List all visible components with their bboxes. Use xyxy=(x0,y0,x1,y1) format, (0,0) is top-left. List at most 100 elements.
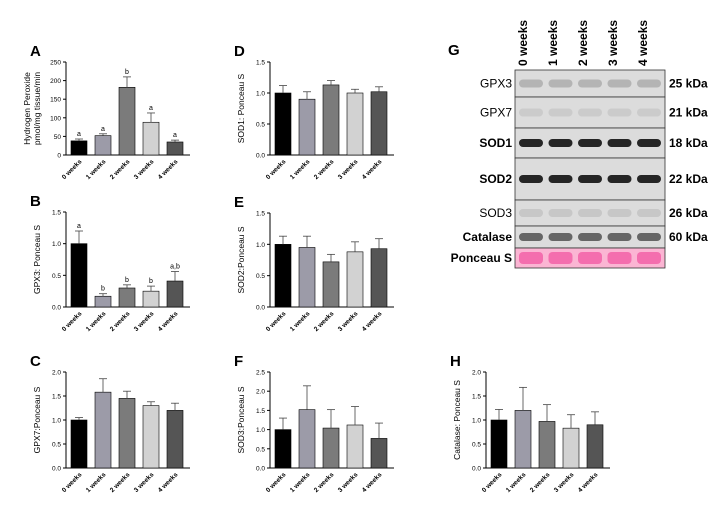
annotation: a xyxy=(173,132,177,139)
blot-band xyxy=(519,233,543,241)
y-tick-label: 2.0 xyxy=(472,370,481,377)
y-tick-label: 0.5 xyxy=(256,122,265,129)
x-tick-label: 2 weeks xyxy=(529,471,552,494)
bar xyxy=(166,410,184,469)
y-tick-label: 2.5 xyxy=(256,370,265,377)
x-tick-label: 3 weeks xyxy=(133,310,156,333)
panel-label: G xyxy=(448,42,460,59)
y-tick-label: 0.5 xyxy=(472,442,481,449)
blot-band xyxy=(607,139,632,147)
x-tick-label: 1 weeks xyxy=(85,158,108,181)
x-tick-label: 4 weeks xyxy=(157,310,180,333)
y-tick-label: 250 xyxy=(50,60,61,67)
blot-band xyxy=(637,108,661,117)
y-tick-label: 1.5 xyxy=(472,394,481,401)
x-tick-label: 3 weeks xyxy=(337,158,360,181)
bar xyxy=(346,424,364,469)
lane-label: 0 weeks xyxy=(516,20,530,66)
error-bar xyxy=(279,417,287,430)
y-tick-label: 1.0 xyxy=(256,427,265,434)
blot-band xyxy=(548,233,573,241)
panel-label: E xyxy=(234,194,244,211)
bar xyxy=(166,280,184,308)
annotation: a,b xyxy=(170,264,180,271)
blot-band xyxy=(548,79,573,88)
size-label: 25 kDa xyxy=(669,77,708,91)
y-tick-label: 1.0 xyxy=(256,242,265,249)
bar xyxy=(538,421,556,469)
y-tick-label: 0.0 xyxy=(256,153,265,160)
error-bar xyxy=(375,86,383,92)
x-tick-label: 0 weeks xyxy=(61,471,84,494)
x-tick-label: 2 weeks xyxy=(109,310,132,333)
lane-label: 4 weeks xyxy=(636,20,650,66)
bar xyxy=(586,424,604,469)
annotation: b xyxy=(149,278,153,285)
size-label: 22 kDa xyxy=(669,172,708,186)
y-tick-label: 1.0 xyxy=(256,91,265,98)
bar xyxy=(166,141,184,156)
y-tick-label: 0.0 xyxy=(256,466,265,473)
size-label: 26 kDa xyxy=(669,206,708,220)
blot-band xyxy=(637,209,661,217)
error-bar xyxy=(123,76,131,88)
error-bar xyxy=(495,409,503,420)
error-bar xyxy=(351,88,359,93)
bar xyxy=(370,91,388,156)
error-bar xyxy=(327,253,335,262)
error-bar xyxy=(327,80,335,85)
x-tick-label: 2 weeks xyxy=(313,158,336,181)
bar xyxy=(70,419,88,469)
lane-label: 3 weeks xyxy=(606,20,620,66)
y-tick-label: 1.0 xyxy=(52,241,61,248)
error-bar xyxy=(75,417,83,420)
x-tick-label: 4 weeks xyxy=(361,310,384,333)
error-bar xyxy=(171,139,179,142)
blot-band xyxy=(578,252,602,264)
x-tick-label: 4 weeks xyxy=(157,471,180,494)
bar xyxy=(490,419,508,469)
x-tick-label: 0 weeks xyxy=(481,471,504,494)
bar xyxy=(322,84,340,156)
panel-label: H xyxy=(450,353,461,370)
x-tick-label: 3 weeks xyxy=(553,471,576,494)
blot-band xyxy=(519,209,543,217)
error-bar xyxy=(303,385,311,410)
bar xyxy=(322,261,340,308)
y-axis-label: SOD1: Ponceau S xyxy=(236,73,246,143)
error-bar xyxy=(543,404,551,422)
blot-band xyxy=(637,233,661,241)
annotation: a xyxy=(77,131,81,138)
blot-band xyxy=(548,108,573,117)
y-tick-label: 0.5 xyxy=(256,273,265,280)
blot-band xyxy=(637,79,661,88)
y-tick-label: 1.5 xyxy=(256,60,265,67)
x-tick-label: 3 weeks xyxy=(133,158,156,181)
bar xyxy=(298,247,316,308)
blot-band xyxy=(607,233,632,241)
y-tick-label: 0.0 xyxy=(256,305,265,312)
y-tick-label: 100 xyxy=(50,115,61,122)
x-tick-label: 3 weeks xyxy=(337,310,360,333)
error-bar xyxy=(147,285,155,292)
panel-label: F xyxy=(234,353,243,370)
row-label: Catalase xyxy=(463,230,513,244)
annotation: a xyxy=(77,223,81,230)
y-axis-label: GPX3: Ponceau S xyxy=(32,225,42,294)
error-bar xyxy=(99,293,107,297)
y-tick-label: 150 xyxy=(50,97,61,104)
y-tick-label: 1.5 xyxy=(52,210,61,217)
annotation: b xyxy=(101,286,105,293)
panel-label: B xyxy=(30,193,41,210)
blot-band xyxy=(548,139,573,147)
y-tick-label: 50 xyxy=(54,134,62,141)
y-tick-label: 0.0 xyxy=(52,466,61,473)
blot-strip xyxy=(514,69,666,98)
error-bar xyxy=(519,386,527,411)
error-bar xyxy=(567,414,575,429)
y-axis-label: Catalase: Ponceau S xyxy=(452,380,462,460)
blot-band xyxy=(607,79,632,88)
lane-label: 2 weeks xyxy=(576,20,590,66)
error-bar xyxy=(303,235,311,248)
